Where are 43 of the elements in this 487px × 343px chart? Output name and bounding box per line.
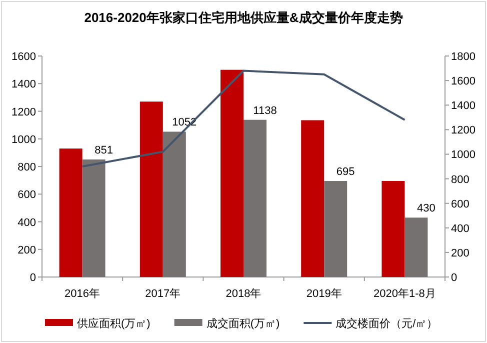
bar — [82, 159, 106, 277]
y2-tick-label: 600 — [451, 198, 470, 210]
chart-title: 2016-2020年张家口住宅用地供应量&成交量价年度走势 — [84, 10, 403, 25]
y2-tick-label: 400 — [451, 222, 470, 235]
bar — [59, 148, 82, 277]
y-tick-label: 1200 — [12, 106, 36, 118]
y2-tick-label: 800 — [451, 174, 470, 186]
bar — [382, 181, 405, 277]
y-tick-label: 200 — [18, 244, 36, 256]
y2-tick-label: 1800 — [451, 51, 476, 63]
y2-tick-label: 0 — [451, 272, 458, 284]
y2-tick-label: 1600 — [451, 76, 476, 88]
x-tick-label: 2020年1-8月 — [374, 288, 436, 300]
bar — [244, 120, 266, 277]
y-tick-label: 1000 — [12, 134, 36, 146]
x-tick-label: 2018年 — [226, 288, 262, 300]
data-label: 695 — [336, 166, 355, 178]
y-tick-label: 600 — [18, 189, 36, 202]
data-label: 1138 — [253, 104, 277, 117]
y-tick-label: 400 — [18, 216, 36, 229]
data-label: 851 — [94, 144, 113, 156]
legend-label: 供应面积(万㎡) — [77, 317, 150, 330]
y-tick-label: 1400 — [12, 78, 36, 91]
x-tick-label: 2019年 — [306, 288, 342, 300]
y2-tick-label: 1400 — [451, 100, 476, 112]
legend-label: 成交楼面价（元/㎡） — [336, 317, 438, 330]
y2-tick-label: 200 — [451, 247, 470, 260]
bar — [324, 181, 348, 277]
x-tick-label: 2017年 — [145, 288, 181, 300]
bar — [220, 70, 244, 277]
bar — [162, 132, 186, 277]
y-tick-label: 0 — [30, 272, 36, 284]
bar — [404, 218, 428, 277]
legend-label: 成交面积(万㎡) — [206, 317, 280, 330]
bar — [301, 120, 324, 277]
y-tick-label: 800 — [18, 162, 36, 174]
data-label: 430 — [417, 202, 436, 215]
bar — [140, 102, 163, 277]
line-series — [81, 70, 406, 168]
y-tick-label: 1600 — [12, 51, 36, 63]
y2-tick-label: 1000 — [451, 149, 476, 162]
y2-tick-label: 1200 — [451, 124, 476, 137]
x-tick-label: 2016年 — [64, 288, 100, 300]
